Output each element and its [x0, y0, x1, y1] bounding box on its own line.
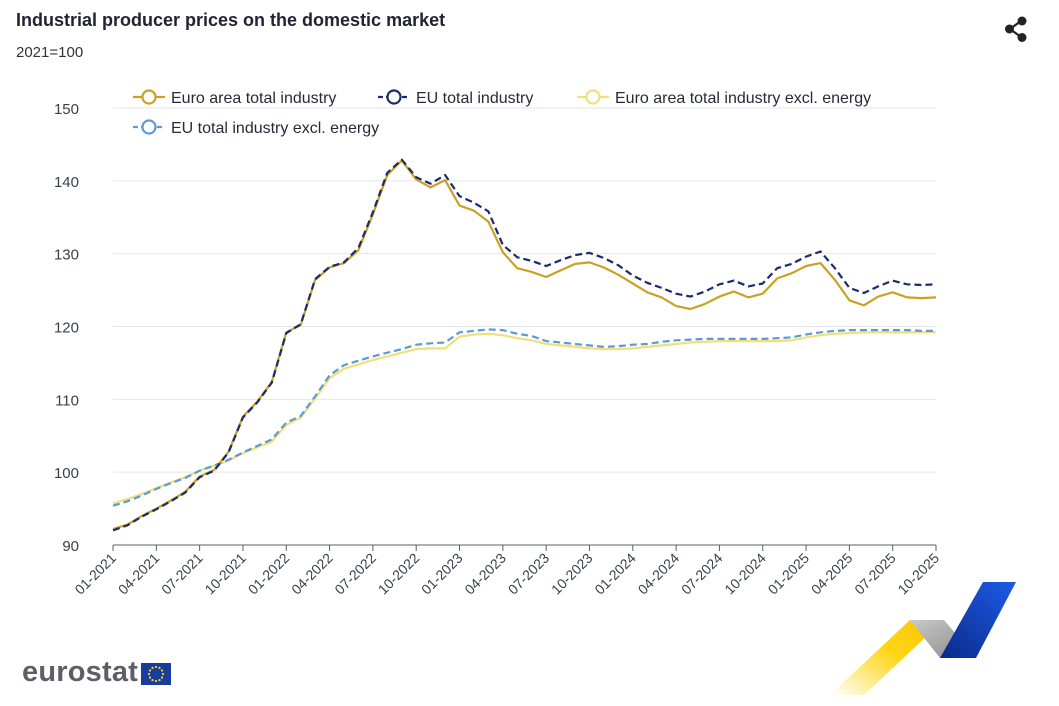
y-tick-label: 100 [54, 465, 79, 482]
chart-series [112, 158, 937, 532]
y-tick-label: 90 [62, 538, 79, 555]
y-tick-label: 110 [55, 392, 79, 409]
series-line-1 [112, 158, 937, 532]
legend-label: Euro area total industry excl. energy [615, 90, 871, 107]
legend-swatch-marker [386, 89, 402, 105]
y-tick-label: 150 [54, 101, 79, 118]
logo-wordmark: eurostat [22, 656, 139, 688]
y-axis-ticks: 90 100 110 120 130 140 150 [54, 101, 79, 555]
y-tick-label: 120 [54, 320, 79, 337]
chart-grid [113, 107, 936, 546]
chart-title: Industrial producer prices on the domest… [16, 10, 446, 30]
legend-swatch-marker [141, 89, 157, 105]
legend-item: EU total industry [378, 89, 533, 107]
y-tick-label: 130 [54, 247, 79, 264]
legend-item: Euro area total industry [133, 89, 336, 107]
eu-flag-icon [141, 662, 172, 685]
legend-swatch-marker [141, 119, 157, 135]
chart-subtitle: 2021=100 [16, 44, 84, 61]
share-icon[interactable] [1001, 14, 1031, 44]
series-line-3 [112, 328, 936, 507]
legend-label: EU total industry [416, 90, 533, 107]
y-tick-label: 140 [54, 174, 79, 191]
legend-swatch-marker [585, 89, 601, 105]
eurostat-logo: eurostat [22, 656, 172, 689]
legend-label: Euro area total industry [171, 90, 336, 107]
legend-item: Euro area total industry excl. energy [577, 89, 871, 107]
legend-label: EU total industry excl. energy [171, 120, 379, 137]
legend-item: EU total industry excl. energy [133, 119, 379, 137]
chart-legend: Euro area total industry EU total industr… [133, 89, 871, 137]
